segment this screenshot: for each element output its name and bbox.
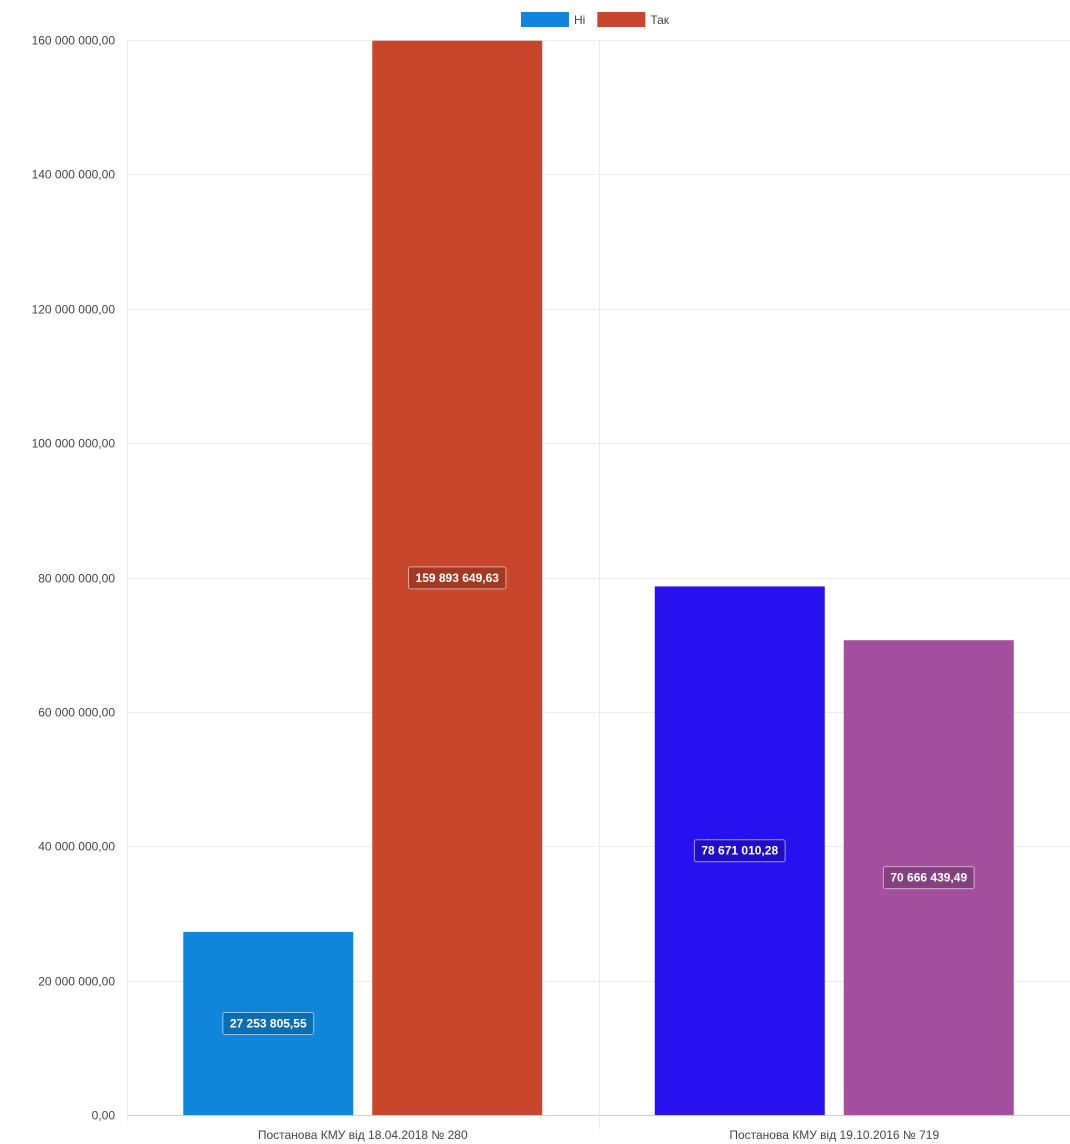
legend: Ні Так (520, 12, 670, 27)
legend-item-tak[interactable]: Так (597, 12, 670, 27)
data-label-box (693, 839, 786, 863)
bar-ni-1[interactable] (183, 931, 354, 1115)
legend-item-ni[interactable]: Ні (520, 12, 585, 27)
data-label: 70 666 439,49 (882, 866, 975, 890)
legend-swatch (597, 12, 646, 27)
legend-label: Так (650, 13, 669, 27)
y-tick-label: 80 000 000,00 (38, 572, 115, 586)
data-label: 27 253 805,55 (222, 1011, 315, 1035)
legend-label: Ні (574, 13, 585, 27)
data-label-text: 159 893 649,63 (416, 571, 500, 585)
bar-ni-2[interactable] (654, 586, 825, 1115)
data-label: 159 893 649,63 (408, 566, 507, 590)
data-labels: 27 253 805,55 159 893 649,63 78 671 010,28… (222, 566, 975, 1035)
bar-tak-1[interactable] (372, 40, 543, 1115)
data-label: 78 671 010,28 (693, 839, 786, 863)
x-tick-label: Постанова КМУ від 19.10.2016 № 719 (729, 1128, 939, 1142)
axes: 0,00 20 000 000,00 40 000 000,00 60 000 000… (32, 34, 940, 1143)
bar-tak-2[interactable] (843, 640, 1014, 1115)
data-label-text: 27 253 805,55 (230, 1016, 307, 1030)
y-tick-label: 60 000 000,00 (38, 706, 115, 720)
y-tick-label: 40 000 000,00 (38, 840, 115, 854)
y-tick-label: 120 000 000,00 (32, 303, 116, 317)
y-tick-label: 140 000 000,00 (32, 168, 116, 182)
data-label-box (222, 1011, 315, 1035)
y-tick-label: 20 000 000,00 (38, 975, 115, 989)
data-label-box (408, 566, 507, 590)
bars (183, 40, 1014, 1115)
x-tick-label: Постанова КМУ від 18.04.2018 № 280 (258, 1128, 468, 1142)
y-tick-label: 100 000 000,00 (32, 437, 116, 451)
data-label-text: 78 671 010,28 (701, 844, 778, 858)
y-tick-label: 160 000 000,00 (32, 34, 116, 48)
data-label-text: 70 666 439,49 (890, 871, 967, 885)
data-label-box (882, 866, 975, 890)
y-tick-label: 0,00 (92, 1109, 116, 1123)
legend-swatch (520, 12, 569, 27)
